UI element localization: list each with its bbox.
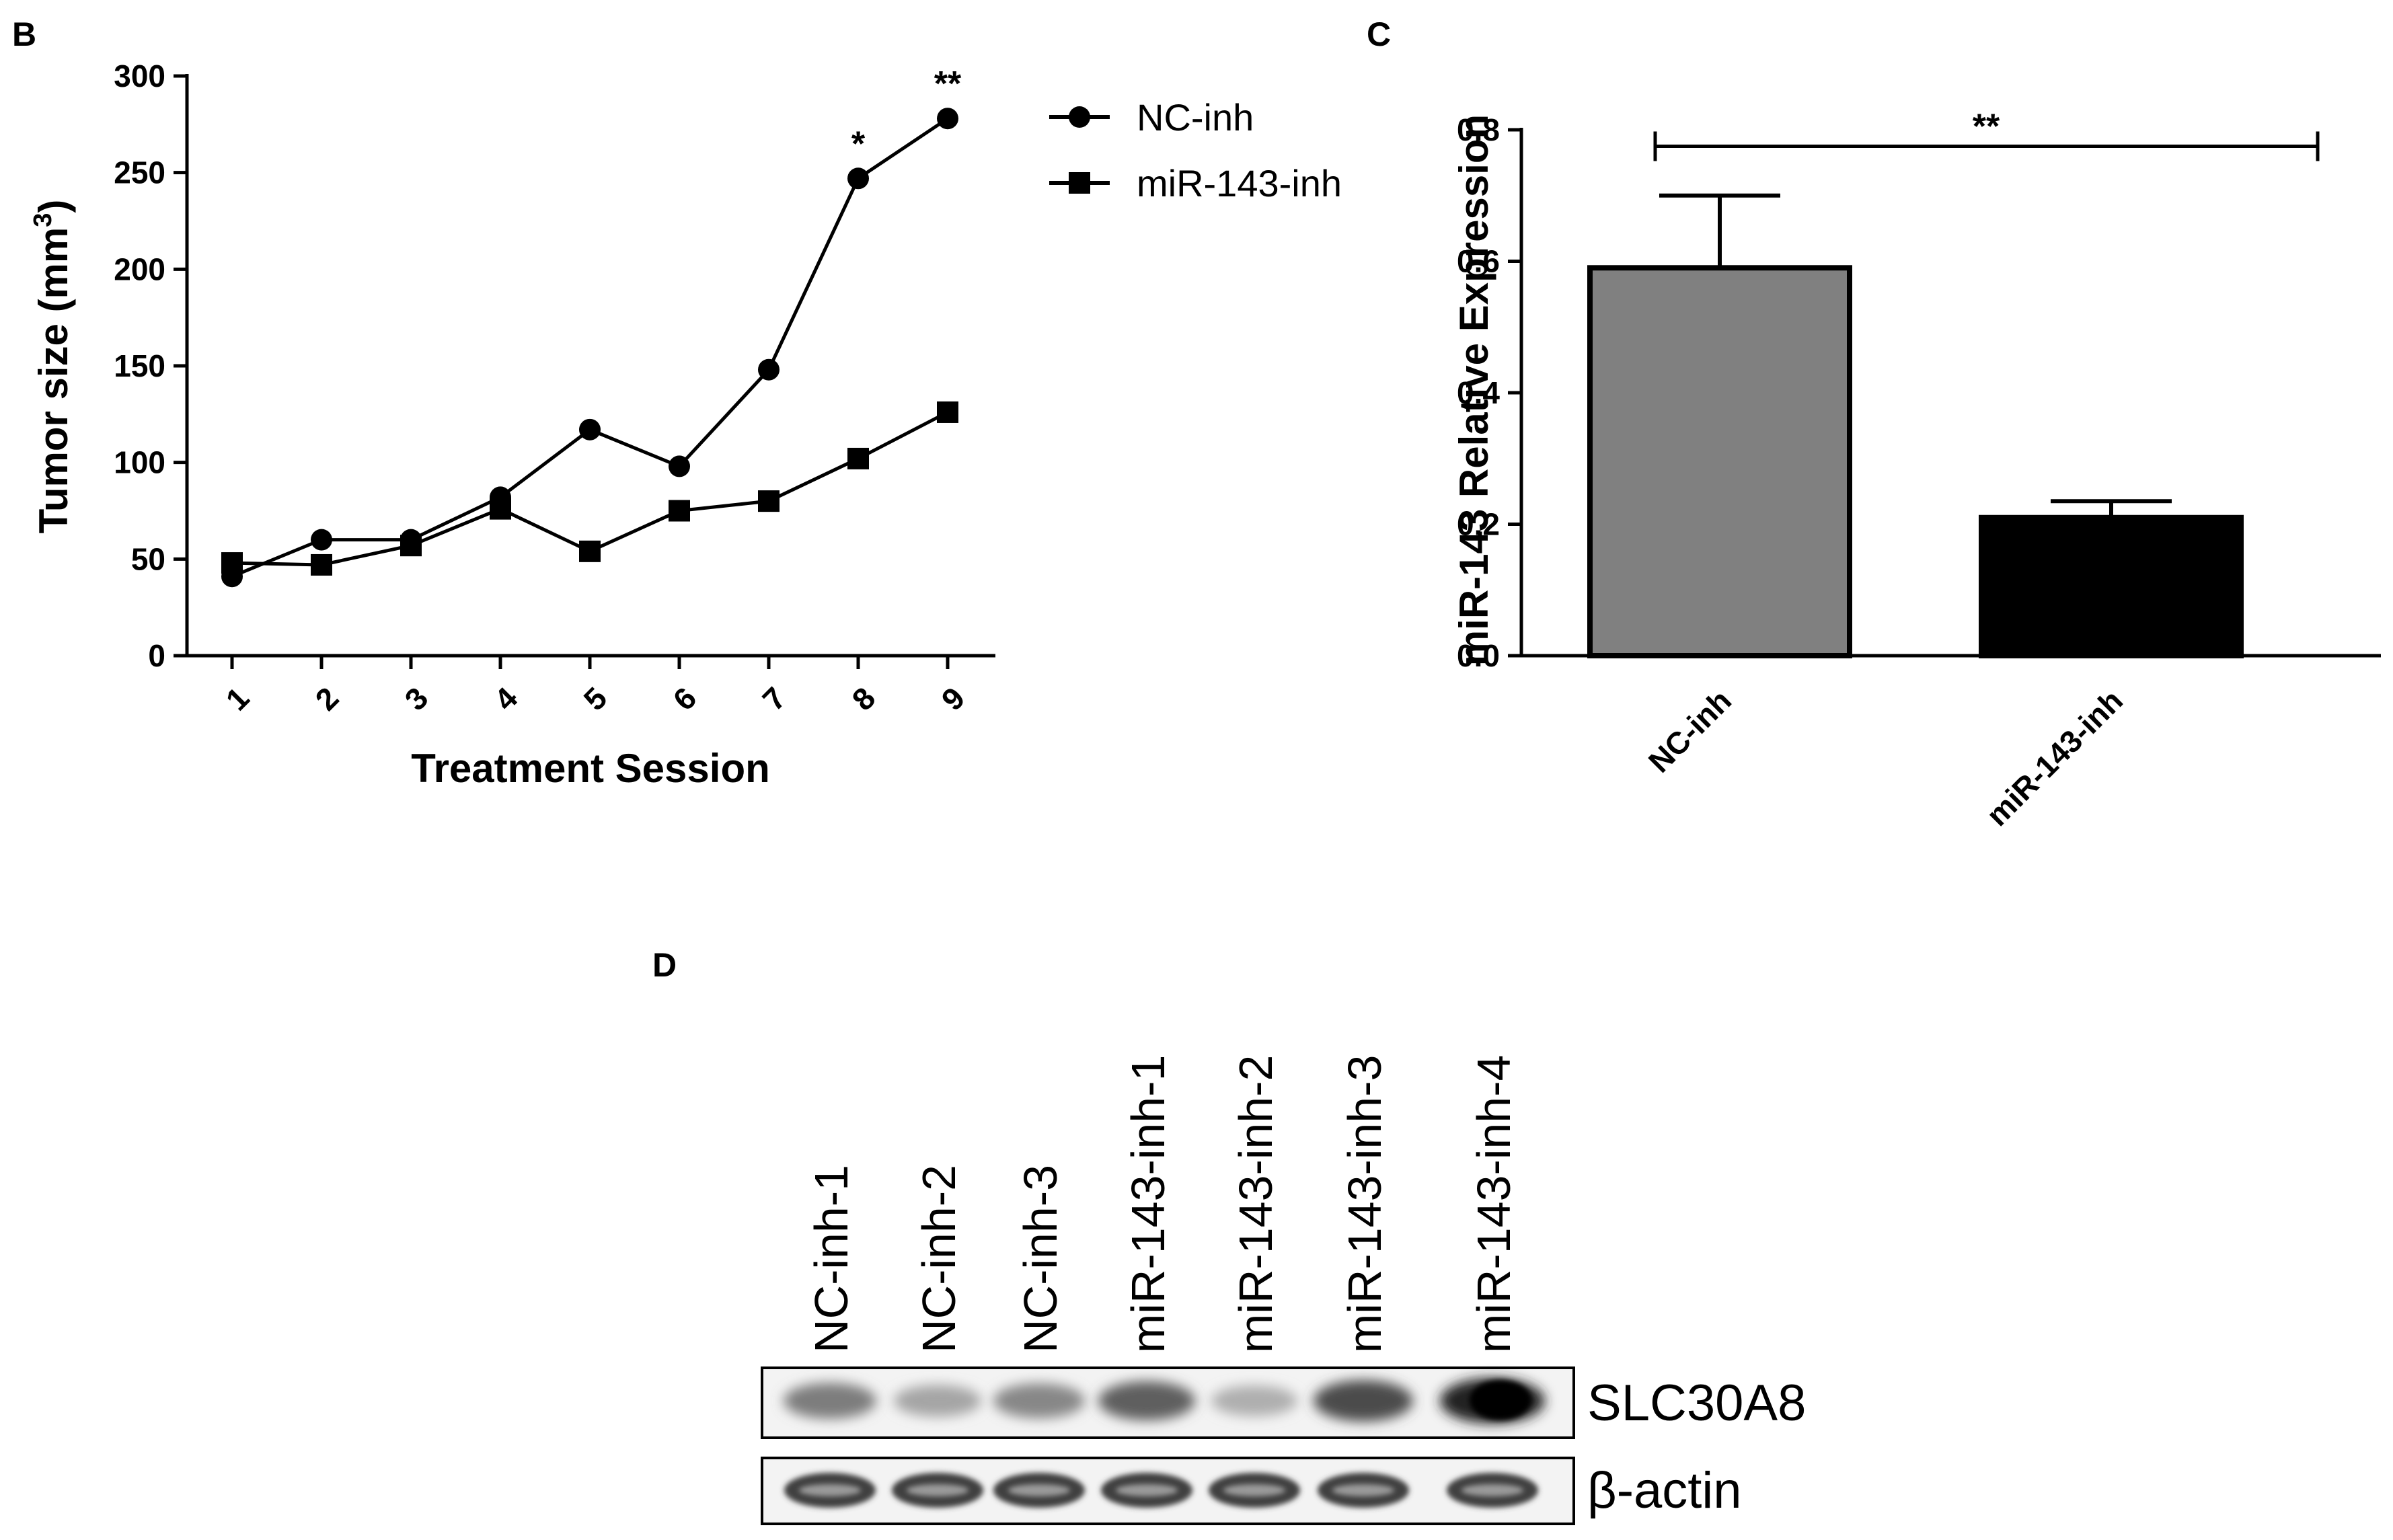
significance-marker: * — [851, 124, 866, 163]
data-point-mir-143-inh — [758, 490, 780, 512]
line-chart-y-tick-label: 200 — [114, 252, 165, 286]
blot-band-highlight — [1116, 1484, 1178, 1496]
series-line-nc-inh — [231, 117, 949, 578]
bar-chart-significance: ** — [1653, 107, 2320, 161]
line-chart-y-tick-label: 50 — [131, 541, 165, 576]
blot-row-beta-actin — [784, 1473, 1538, 1508]
blot-band-slc30a8 — [1098, 1381, 1195, 1421]
bar-chart-y-ticks: 0.0 0.2 0.4 0.6 0.8 — [1457, 112, 1521, 673]
line-chart-y-tick-label: 250 — [114, 155, 165, 190]
bar-chart-bars — [1587, 193, 2244, 658]
y-axis-title-main: Tumor size (mm — [31, 227, 76, 534]
data-point-mir-143-inh — [847, 447, 869, 469]
data-point-nc-inh — [847, 167, 869, 190]
line-chart-x-ticks: 1 2 3 4 5 6 7 8 9 — [219, 656, 972, 718]
line-chart-x-tick-label: 8 — [845, 681, 882, 718]
data-point-mir-143-inh — [221, 552, 243, 574]
blot-lane-label: miR-143-inh-2 — [1229, 1055, 1282, 1353]
line-chart-annotations: *** — [851, 65, 962, 163]
legend-label-mir-143-inh: miR-143-inh — [1137, 162, 1342, 204]
line-chart-y-tick-label: 150 — [114, 348, 165, 383]
blot-band-slc30a8 — [894, 1385, 981, 1417]
line-chart-legend: NC-inh miR-143-inh — [1049, 96, 1342, 204]
legend-marker-nc-inh — [1069, 106, 1090, 128]
bar-chart-y-tick-label: 0.2 — [1457, 507, 1500, 542]
blot-band-highlight — [907, 1484, 968, 1496]
bar-chart-y-tick-label: 0.8 — [1457, 112, 1500, 147]
y-axis-title-superscript: 3 — [29, 213, 57, 227]
data-point-nc-inh — [579, 418, 601, 440]
line-chart-x-tick-label: 9 — [935, 681, 972, 718]
line-chart-y-axis-title: Tumor size (mm3) — [29, 200, 76, 534]
data-point-mir-143-inh — [311, 553, 332, 576]
line-chart-x-tick-label: 4 — [488, 680, 525, 717]
bar-chart-y-tick-label: 0.0 — [1457, 638, 1500, 673]
blot-band-slc30a8 — [993, 1383, 1085, 1418]
blot-band-highlight — [1332, 1484, 1394, 1496]
blot-band-highlight — [1461, 1484, 1523, 1496]
data-point-mir-143-inh — [490, 498, 511, 520]
bar-chart-y-tick-label: 0.4 — [1457, 375, 1500, 410]
line-chart-x-tick-label: 6 — [667, 681, 704, 718]
data-point-mir-143-inh — [400, 535, 422, 557]
significance-marker: ** — [934, 65, 962, 104]
line-chart-x-tick-label: 7 — [756, 681, 793, 718]
line-chart-x-tick-label: 2 — [309, 681, 346, 718]
data-point-nc-inh — [669, 455, 690, 477]
mir-143-expression-bar-chart: 0.0 0.2 0.4 0.6 0.8 NC-inh miR-143-inh ** miR… — [1451, 107, 2381, 833]
line-chart-y-tick-label: 0 — [148, 638, 165, 673]
data-point-mir-143-inh — [937, 401, 958, 423]
legend-marker-mir-143-inh — [1069, 172, 1090, 194]
legend-label-nc-inh: NC-inh — [1137, 96, 1254, 139]
panel-label-d: D — [652, 946, 677, 984]
blot-row-slc30a8 — [784, 1378, 1545, 1424]
bar-nc-inh — [1587, 265, 1852, 658]
significance-marker: ** — [1973, 107, 2000, 146]
line-chart-series — [221, 108, 958, 588]
line-chart-axes — [185, 74, 995, 658]
western-blot: NC-inh-1 NC-inh-2 NC-inh-3 miR-143-inh-1 miR… — [761, 1055, 1806, 1525]
blot-lane-label: miR-143-inh-1 — [1122, 1055, 1174, 1353]
line-chart-y-ticks: 0 50 100 150 200 250 300 — [114, 59, 187, 673]
blot-band-slc30a8 — [1211, 1385, 1297, 1416]
panel-label-b: B — [12, 15, 36, 53]
line-chart-x-tick-label: 5 — [577, 681, 614, 718]
blot-band-highlight — [1008, 1484, 1070, 1496]
blot-band-core — [1470, 1380, 1531, 1420]
line-chart-y-tick-label: 300 — [114, 59, 165, 93]
bar-chart-y-axis-title: miR-143 Relative Expression — [1451, 114, 1496, 666]
bar-chart-x-tick-label: NC-inh — [1642, 683, 1738, 779]
blot-lane-label: NC-inh-1 — [805, 1165, 858, 1353]
blot-lane-labels: NC-inh-1 NC-inh-2 NC-inh-3 miR-143-inh-1 miR… — [805, 1055, 1520, 1353]
blot-band-slc30a8 — [784, 1383, 876, 1419]
bar-chart-x-tick-label: miR-143-inh — [1979, 683, 2129, 833]
data-point-nc-inh — [937, 108, 958, 130]
blot-band-slc30a8 — [1314, 1380, 1413, 1422]
data-point-nc-inh — [758, 358, 780, 381]
blot-label-slc30a8: SLC30A8 — [1587, 1375, 1806, 1432]
blot-lane-label: miR-143-inh-3 — [1338, 1055, 1391, 1353]
blot-band-highlight — [1223, 1484, 1285, 1496]
line-chart-y-tick-label: 100 — [114, 445, 165, 480]
data-point-mir-143-inh — [579, 540, 601, 562]
bar-chart-x-ticks: NC-inh miR-143-inh — [1642, 683, 2129, 833]
y-axis-title-close: ) — [31, 200, 76, 213]
panel-label-c: C — [1367, 15, 1391, 53]
bar-chart-y-tick-label: 0.6 — [1457, 244, 1500, 279]
blot-lane-label: NC-inh-2 — [913, 1165, 965, 1353]
blot-lane-label: miR-143-inh-4 — [1468, 1055, 1520, 1353]
line-chart-x-tick-label: 1 — [219, 681, 256, 718]
data-point-mir-143-inh — [669, 500, 690, 522]
line-chart-x-tick-label: 3 — [398, 681, 435, 718]
blot-band-highlight — [799, 1484, 861, 1496]
line-chart-x-axis-title: Treatment Session — [411, 746, 770, 791]
data-point-nc-inh — [311, 529, 332, 551]
bar-mir-143-inh — [1979, 514, 2244, 658]
blot-label-beta-actin: β-actin — [1587, 1462, 1742, 1519]
blot-lane-label: NC-inh-3 — [1014, 1165, 1067, 1353]
